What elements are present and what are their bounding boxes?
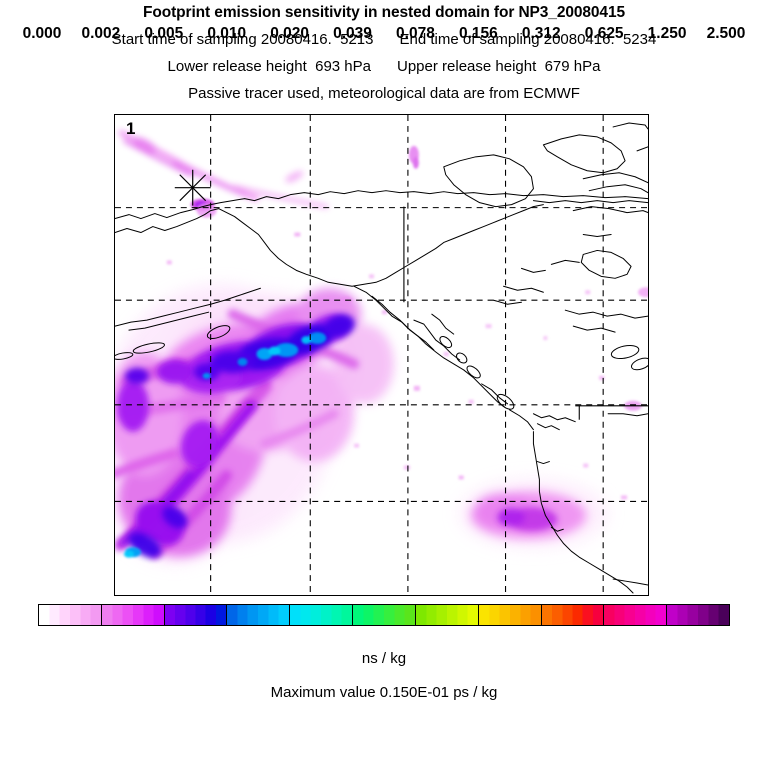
release-height-row: Lower release height 693 hPa Upper releas… (0, 58, 768, 75)
colorbar-tick-4: 0.020 (270, 25, 310, 42)
colorbar-units-label: ns / kg (361, 650, 407, 667)
sampling-time-row: Start time of sampling 20080416. 5213 End… (0, 31, 768, 48)
colorbar-tick-0: 0.000 (22, 25, 62, 42)
lower-release-height-label: Lower release height 693 hPa (167, 58, 371, 75)
page-title: Footprint emission sensitivity in nested… (143, 4, 625, 21)
upper-release-height-label: Upper release height 679 hPa (397, 58, 601, 75)
colorbar-segment-0[interactable] (39, 605, 102, 625)
colorbar-gradient[interactable] (38, 604, 730, 626)
map-plot-panel[interactable]: 1 (114, 114, 649, 596)
release-site-marker[interactable] (115, 115, 648, 595)
colorbar-tick-11: 2.500 (706, 25, 746, 42)
colorbar-tick-8: 0.312 (521, 25, 561, 42)
map-canvas: 1 (115, 115, 648, 595)
map-gridlines (115, 115, 648, 595)
end-time-label: End time of sampling 20080416. 5234 (399, 31, 657, 48)
colorbar-segment-6[interactable] (415, 605, 479, 625)
colorbar-segment-7[interactable] (478, 605, 542, 625)
panel-number-label: 1 (126, 119, 136, 138)
colorbar-segment-10[interactable] (667, 605, 729, 625)
colorbar-tick-10: 1.250 (647, 25, 687, 42)
colorbar-segment-2[interactable] (164, 605, 228, 625)
tracer-meteorology-label: Passive tracer used, meteorological data… (188, 85, 580, 102)
colorbar-segment-3[interactable] (227, 605, 291, 625)
coastline-overlay (115, 122, 648, 594)
colorbar-segment-9[interactable] (604, 605, 668, 625)
start-time-label: Start time of sampling 20080416. 5213 (111, 31, 374, 48)
colorbar-tick-9: 0.625 (584, 25, 624, 42)
colorbar-segment-8[interactable] (541, 605, 605, 625)
colorbar-tick-labels: 0.000 0.002 0.005 0.010 0.020 0.039 0.078 0.156… (0, 25, 768, 45)
colorbar[interactable] (0, 604, 768, 628)
colorbar-tick-6: 0.078 (396, 25, 435, 42)
colorbar-tick-1: 0.002 (81, 25, 121, 42)
colorbar-tick-2: 0.005 (144, 25, 184, 42)
colorbar-segment-1[interactable] (101, 605, 165, 625)
colorbar-tick-5: 0.039 (333, 25, 372, 42)
maximum-value-label: Maximum value 0.150E-01 ps / kg (270, 684, 498, 701)
colorbar-segment-4[interactable] (290, 605, 354, 625)
colorbar-segment-5[interactable] (353, 605, 416, 625)
colorbar-tick-3: 0.010 (207, 25, 247, 42)
colorbar-tick-7: 0.156 (458, 25, 498, 42)
